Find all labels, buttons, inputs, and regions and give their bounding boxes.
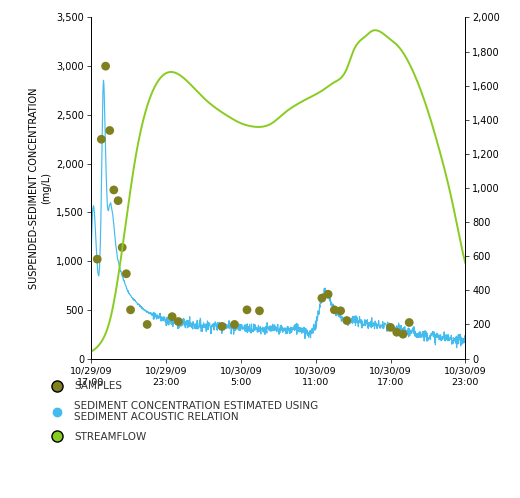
Point: [118, 244, 126, 251]
Point: [93, 255, 101, 263]
Point: [386, 323, 395, 331]
Point: [106, 126, 114, 134]
Point: [97, 135, 106, 143]
Point: [122, 270, 131, 278]
Point: [399, 330, 407, 338]
Point: [324, 290, 332, 298]
Point: [318, 294, 326, 302]
Point: [110, 186, 118, 194]
Point: [243, 306, 251, 314]
Point: [168, 313, 176, 321]
Point: [393, 328, 401, 336]
Point: [230, 321, 239, 329]
Point: [126, 306, 135, 314]
Point: [343, 317, 351, 325]
Point: [114, 197, 122, 205]
Point: [143, 321, 151, 329]
Point: [174, 318, 183, 326]
Point: [101, 62, 110, 70]
Legend: SAMPLES, SEDIMENT CONCENTRATION ESTIMATED USING
SEDIMENT ACOUSTIC RELATION, STRE: SAMPLES, SEDIMENT CONCENTRATION ESTIMATE…: [47, 381, 318, 442]
Point: [218, 322, 226, 330]
Point: [255, 307, 264, 315]
Point: [405, 319, 413, 327]
Point: [330, 306, 339, 314]
Point: [336, 307, 345, 315]
Y-axis label: SUSPENDED-SEDIMENT CONCENTRATION
(mg/L): SUSPENDED-SEDIMENT CONCENTRATION (mg/L): [29, 87, 50, 289]
